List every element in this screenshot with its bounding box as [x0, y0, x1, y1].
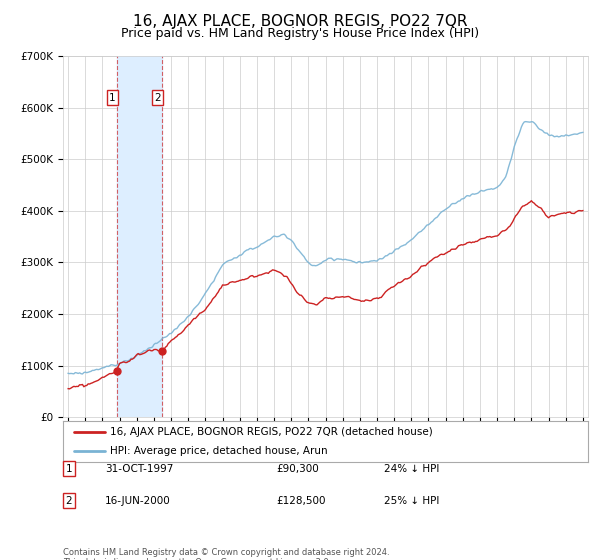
Text: HPI: Average price, detached house, Arun: HPI: Average price, detached house, Arun [110, 446, 328, 456]
Text: Contains HM Land Registry data © Crown copyright and database right 2024.
This d: Contains HM Land Registry data © Crown c… [63, 548, 389, 560]
Bar [117, 56, 162, 417]
Text: Price paid vs. HM Land Registry's House Price Index (HPI): Price paid vs. HM Land Registry's House … [121, 27, 479, 40]
Text: 24% ↓ HPI: 24% ↓ HPI [384, 464, 439, 474]
Text: 25% ↓ HPI: 25% ↓ HPI [384, 496, 439, 506]
Text: 16, AJAX PLACE, BOGNOR REGIS, PO22 7QR: 16, AJAX PLACE, BOGNOR REGIS, PO22 7QR [133, 14, 467, 29]
Text: 16-JUN-2000: 16-JUN-2000 [105, 496, 171, 506]
Text: 31-OCT-1997: 31-OCT-1997 [105, 464, 173, 474]
Text: £128,500: £128,500 [276, 496, 325, 506]
Text: 1: 1 [109, 92, 116, 102]
Text: 2: 2 [154, 92, 161, 102]
Text: £90,300: £90,300 [276, 464, 319, 474]
Text: 1: 1 [65, 464, 73, 474]
Text: 16, AJAX PLACE, BOGNOR REGIS, PO22 7QR (detached house): 16, AJAX PLACE, BOGNOR REGIS, PO22 7QR (… [110, 427, 433, 437]
Text: 2: 2 [65, 496, 73, 506]
